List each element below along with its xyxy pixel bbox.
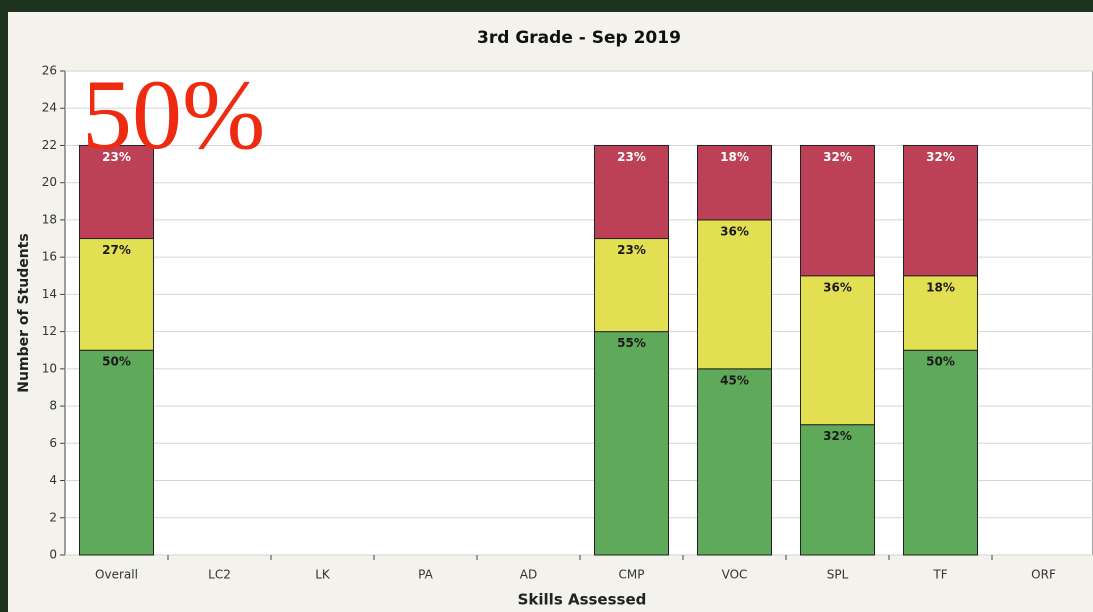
x-tick-label: VOC bbox=[722, 568, 748, 582]
segment-label: 23% bbox=[617, 150, 646, 164]
bar-segment bbox=[594, 331, 669, 556]
segment-label: 18% bbox=[720, 150, 749, 164]
y-tick-label: 4 bbox=[49, 473, 57, 487]
x-tick-label: LC2 bbox=[208, 568, 231, 582]
bar-segment bbox=[594, 238, 669, 333]
y-tick-label: 14 bbox=[42, 287, 57, 301]
y-tick-label: 20 bbox=[42, 175, 57, 189]
bar-segment bbox=[800, 275, 875, 426]
segment-label: 50% bbox=[102, 355, 131, 369]
bar-segment bbox=[903, 144, 978, 277]
y-tick-label: 22 bbox=[42, 138, 57, 152]
x-axis-label: Skills Assessed bbox=[518, 591, 647, 609]
y-tick-label: 2 bbox=[49, 510, 57, 524]
segment-label: 32% bbox=[926, 150, 955, 164]
bar-segment bbox=[79, 144, 154, 240]
x-tick-label: LK bbox=[315, 568, 331, 582]
y-tick-label: 24 bbox=[42, 101, 57, 115]
segment-label: 18% bbox=[926, 280, 955, 294]
y-tick-label: 26 bbox=[42, 64, 57, 78]
y-tick-label: 12 bbox=[42, 324, 57, 338]
x-tick-label: TF bbox=[932, 568, 947, 582]
bar-segment bbox=[697, 219, 772, 370]
segment-label: 27% bbox=[102, 243, 131, 257]
bar-segment bbox=[79, 238, 154, 351]
bar-segment bbox=[594, 144, 669, 240]
segment-label: 45% bbox=[720, 373, 749, 387]
segment-label: 55% bbox=[617, 336, 646, 350]
x-tick-label: PA bbox=[418, 568, 433, 582]
segment-label: 23% bbox=[617, 243, 646, 257]
y-tick-label: 0 bbox=[49, 548, 57, 562]
bar-segment bbox=[697, 144, 772, 221]
annotation: 50% bbox=[82, 59, 265, 170]
segment-label: 32% bbox=[823, 150, 852, 164]
x-tick-label: SPL bbox=[827, 568, 849, 582]
bar-segment bbox=[800, 144, 875, 277]
y-axis-label: Number of Students bbox=[16, 233, 32, 392]
x-tick-label: ORF bbox=[1031, 568, 1056, 582]
segment-label: 50% bbox=[926, 355, 955, 369]
bar-segment bbox=[800, 424, 875, 556]
x-tick-label: Overall bbox=[95, 568, 138, 582]
y-tick-label: 16 bbox=[42, 250, 57, 264]
segment-label: 36% bbox=[823, 280, 852, 294]
x-tick-label: CMP bbox=[619, 568, 645, 582]
bar-segment bbox=[79, 349, 154, 556]
chart-title: 3rd Grade - Sep 2019 bbox=[477, 28, 681, 48]
bar-segment bbox=[903, 349, 978, 556]
segment-label: 23% bbox=[102, 150, 131, 164]
segment-label: 32% bbox=[823, 429, 852, 443]
y-tick-label: 18 bbox=[42, 212, 57, 226]
segment-label: 36% bbox=[720, 224, 749, 238]
x-tick-label: AD bbox=[520, 568, 537, 582]
y-tick-label: 8 bbox=[49, 399, 57, 413]
y-tick-label: 6 bbox=[49, 436, 57, 450]
y-tick-label: 10 bbox=[42, 361, 57, 375]
bar-segment bbox=[697, 368, 772, 556]
marks: 02468101214161820222426Overall50%27%23%L… bbox=[42, 64, 1093, 582]
